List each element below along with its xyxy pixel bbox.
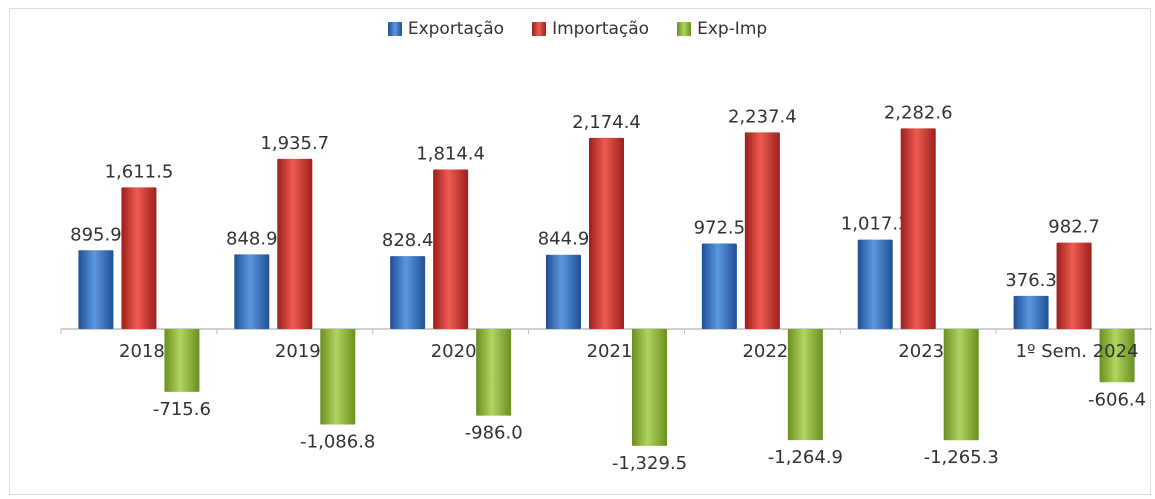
data-label-importacao-3: 2,174.4	[572, 112, 641, 133]
data-label-importacao-6: 982.7	[1048, 217, 1100, 238]
bar-importacao-4	[744, 132, 780, 329]
x-tick-label-3: 2021	[587, 341, 633, 362]
data-label-exportacao-1: 848.9	[226, 228, 278, 249]
bar-exp-imp-0	[164, 329, 200, 392]
data-label-importacao-1: 1,935.7	[260, 133, 329, 154]
bar-importacao-1	[277, 158, 313, 329]
data-label-importacao-5: 2,282.6	[884, 102, 953, 123]
legend-item-importacao: Importação	[532, 19, 649, 39]
data-label-importacao-2: 1,814.4	[416, 144, 485, 165]
bar-exportacao-6	[1013, 295, 1049, 329]
x-tick-label-5: 2023	[898, 341, 944, 362]
data-label-exp-imp-3: -1,329.5	[612, 453, 687, 474]
x-tick-label-0: 2018	[119, 341, 165, 362]
x-tick-label-4: 2022	[742, 341, 788, 362]
data-label-exp-imp-5: -1,265.3	[924, 447, 999, 468]
bar-importacao-2	[433, 169, 469, 329]
chart-legend: Exportação Importação Exp-Imp	[0, 19, 1155, 39]
bar-exp-imp-6	[1099, 329, 1135, 383]
data-label-importacao-4: 2,237.4	[728, 106, 797, 127]
legend-swatch-importacao	[532, 22, 547, 36]
legend-label-exportacao: Exportação	[407, 19, 505, 39]
x-tick-label-2: 2020	[431, 341, 477, 362]
data-label-exp-imp-1: -1,086.8	[300, 432, 375, 453]
legend-item-exportacao: Exportação	[387, 19, 505, 39]
legend-label-importacao: Importação	[552, 19, 650, 39]
bar-exportacao-0	[78, 250, 114, 329]
bar-exportacao-1	[234, 254, 270, 329]
bar-exp-imp-2	[476, 329, 512, 416]
bar-importacao-3	[589, 137, 624, 329]
bar-exp-imp-3	[632, 329, 667, 446]
bar-exp-imp-1	[320, 329, 356, 425]
x-tick-label-6: 1º Sem. 2024	[1016, 341, 1139, 362]
data-label-exp-imp-2: -986.0	[465, 423, 523, 444]
data-label-exportacao-5: 1,017.3	[841, 214, 910, 235]
bar-exportacao-4	[701, 243, 737, 329]
data-label-exportacao-4: 972.5	[694, 218, 746, 239]
bar-exportacao-2	[390, 256, 426, 329]
data-label-exportacao-6: 376.3	[1005, 270, 1057, 291]
legend-swatch-exportacao	[387, 22, 402, 36]
data-label-exportacao-2: 828.4	[382, 230, 434, 251]
bar-importacao-5	[900, 128, 936, 329]
legend-item-exp-imp: Exp-Imp	[677, 19, 767, 39]
data-label-exportacao-0: 895.9	[70, 224, 122, 245]
data-label-exp-imp-6: -606.4	[1088, 389, 1146, 410]
bar-exportacao-3	[546, 254, 581, 329]
bar-exportacao-5	[857, 239, 893, 329]
bar-importacao-6	[1056, 242, 1092, 329]
legend-label-exp-imp: Exp-Imp	[697, 19, 768, 39]
bar-exp-imp-4	[787, 329, 823, 441]
data-label-importacao-0: 1,611.5	[105, 161, 174, 182]
data-label-exp-imp-4: -1,264.9	[768, 447, 843, 468]
bar-exp-imp-5	[943, 329, 979, 441]
data-label-exp-imp-0: -715.6	[153, 399, 211, 420]
data-label-exportacao-3: 844.9	[538, 229, 590, 250]
legend-swatch-exp-imp	[677, 22, 692, 36]
x-tick-label-1: 2019	[275, 341, 321, 362]
bar-importacao-0	[121, 187, 157, 329]
